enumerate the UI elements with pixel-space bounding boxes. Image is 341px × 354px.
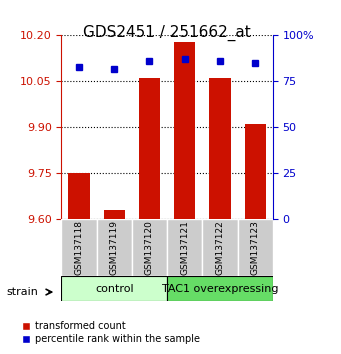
Bar xyxy=(69,173,90,219)
FancyBboxPatch shape xyxy=(202,219,238,276)
Text: GDS2451 / 251662_at: GDS2451 / 251662_at xyxy=(83,25,251,41)
FancyBboxPatch shape xyxy=(61,219,97,276)
FancyBboxPatch shape xyxy=(61,276,167,301)
Text: GSM137118: GSM137118 xyxy=(74,220,84,275)
Text: GSM137120: GSM137120 xyxy=(145,220,154,275)
Bar xyxy=(209,78,231,219)
Text: strain: strain xyxy=(7,287,39,297)
Text: TAC1 overexpressing: TAC1 overexpressing xyxy=(162,284,278,293)
FancyBboxPatch shape xyxy=(132,219,167,276)
Text: control: control xyxy=(95,284,134,293)
FancyBboxPatch shape xyxy=(238,219,273,276)
Text: GSM137121: GSM137121 xyxy=(180,220,189,275)
Legend: transformed count, percentile rank within the sample: transformed count, percentile rank withi… xyxy=(22,321,199,344)
Bar xyxy=(174,41,195,219)
Text: GSM137119: GSM137119 xyxy=(110,220,119,275)
FancyBboxPatch shape xyxy=(97,219,132,276)
Bar xyxy=(139,78,160,219)
Bar xyxy=(244,124,266,219)
FancyBboxPatch shape xyxy=(167,219,202,276)
Text: GSM137123: GSM137123 xyxy=(251,220,260,275)
FancyBboxPatch shape xyxy=(167,276,273,301)
Bar xyxy=(104,210,125,219)
Text: GSM137122: GSM137122 xyxy=(216,221,224,275)
